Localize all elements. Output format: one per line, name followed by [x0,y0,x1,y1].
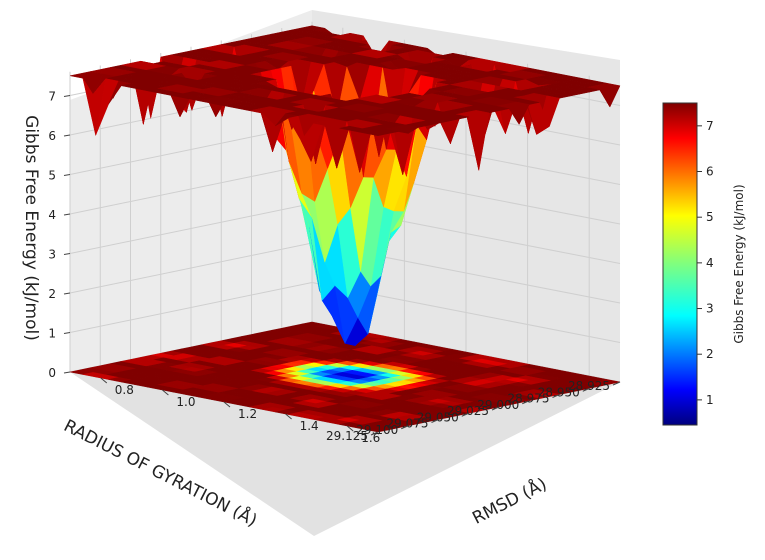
y-tick-mark [612,381,621,386]
y-tick-label: 28.925 [568,379,610,393]
z-tick-label: 7 [48,90,56,104]
z-tick-mark [63,213,71,216]
x-tick-mark [285,413,292,420]
colorbar-tick-label: 7 [706,119,714,133]
surface-facet [364,130,389,136]
y-tick-label: 29.000 [477,398,519,412]
x-tick-label: 1.4 [300,419,319,433]
x-axis-label: RMSD (Å) [468,473,550,529]
x-tick-label: 0.8 [115,383,134,397]
z-tick-mark [63,253,71,255]
colorbar [662,102,698,426]
z-tick-label: 3 [48,248,56,262]
z-tick-label: 2 [48,287,56,301]
z-tick-label: 0 [48,366,56,380]
y-tick-label: 29.100 [356,423,398,437]
y-tick-mark [401,425,409,430]
z-axis-label: Gibbs Free Energy (kJ/mol) [21,115,41,341]
z-tick-label: 1 [48,327,56,341]
z-axis-ticks: 0 1 2 3 4 5 6 7 [48,90,71,380]
x-tick-mark [346,425,354,432]
colorbar-ticks: 1 2 3 4 5 6 7 [697,119,714,407]
colorbar-tick-label: 3 [706,302,714,316]
y-tick-mark [491,406,500,411]
z-tick-mark [63,174,71,176]
colorbar-tick-label: 6 [706,165,714,179]
y-tick-label: 29.125 [326,429,368,443]
y-tick-mark [431,419,439,423]
z-tick-label: 4 [48,208,56,222]
colorbar-tick-label: 2 [706,347,714,361]
x-tick-mark [100,377,108,384]
colorbar-tick-label: 1 [706,393,714,407]
y-tick-mark [582,387,590,392]
x-axis-ticks: 0.8 1.0 1.2 1.4 1.6 [100,377,380,445]
z-tick-label: 6 [48,129,56,143]
y-tick-mark [522,400,530,405]
y-tick-label: 29.075 [387,417,429,431]
y-tick-label: 28.950 [538,385,580,399]
energy-surface [69,25,621,346]
x-tick-label: 1.0 [176,395,195,409]
z-tick-mark [63,332,71,334]
z-tick-mark [63,292,71,295]
y-tick-label: 29.050 [417,410,459,424]
colorbar-tick-label: 4 [706,256,714,270]
y-tick-mark [370,431,379,436]
y-tick-mark [552,394,560,398]
y-tick-mark [461,412,469,417]
x-tick-mark [223,401,231,408]
x-tick-label: 1.2 [238,407,257,421]
y-tick-label: 28.975 [508,392,550,406]
colorbar-tick-label: 5 [706,210,714,224]
z-tick-label: 5 [48,169,56,183]
colorbar-label: Gibbs Free Energy (kJ/mol) [732,184,746,343]
x-tick-mark [162,389,169,396]
y-axis-ticks: 28.92528.95028.97529.00029.02529.05029.0… [326,379,621,443]
x-tick-label: 1.6 [361,431,380,445]
y-tick-label: 29.025 [447,404,489,418]
z-tick-mark [63,371,71,374]
z-tick-mark [63,95,71,97]
z-tick-mark [63,134,71,137]
